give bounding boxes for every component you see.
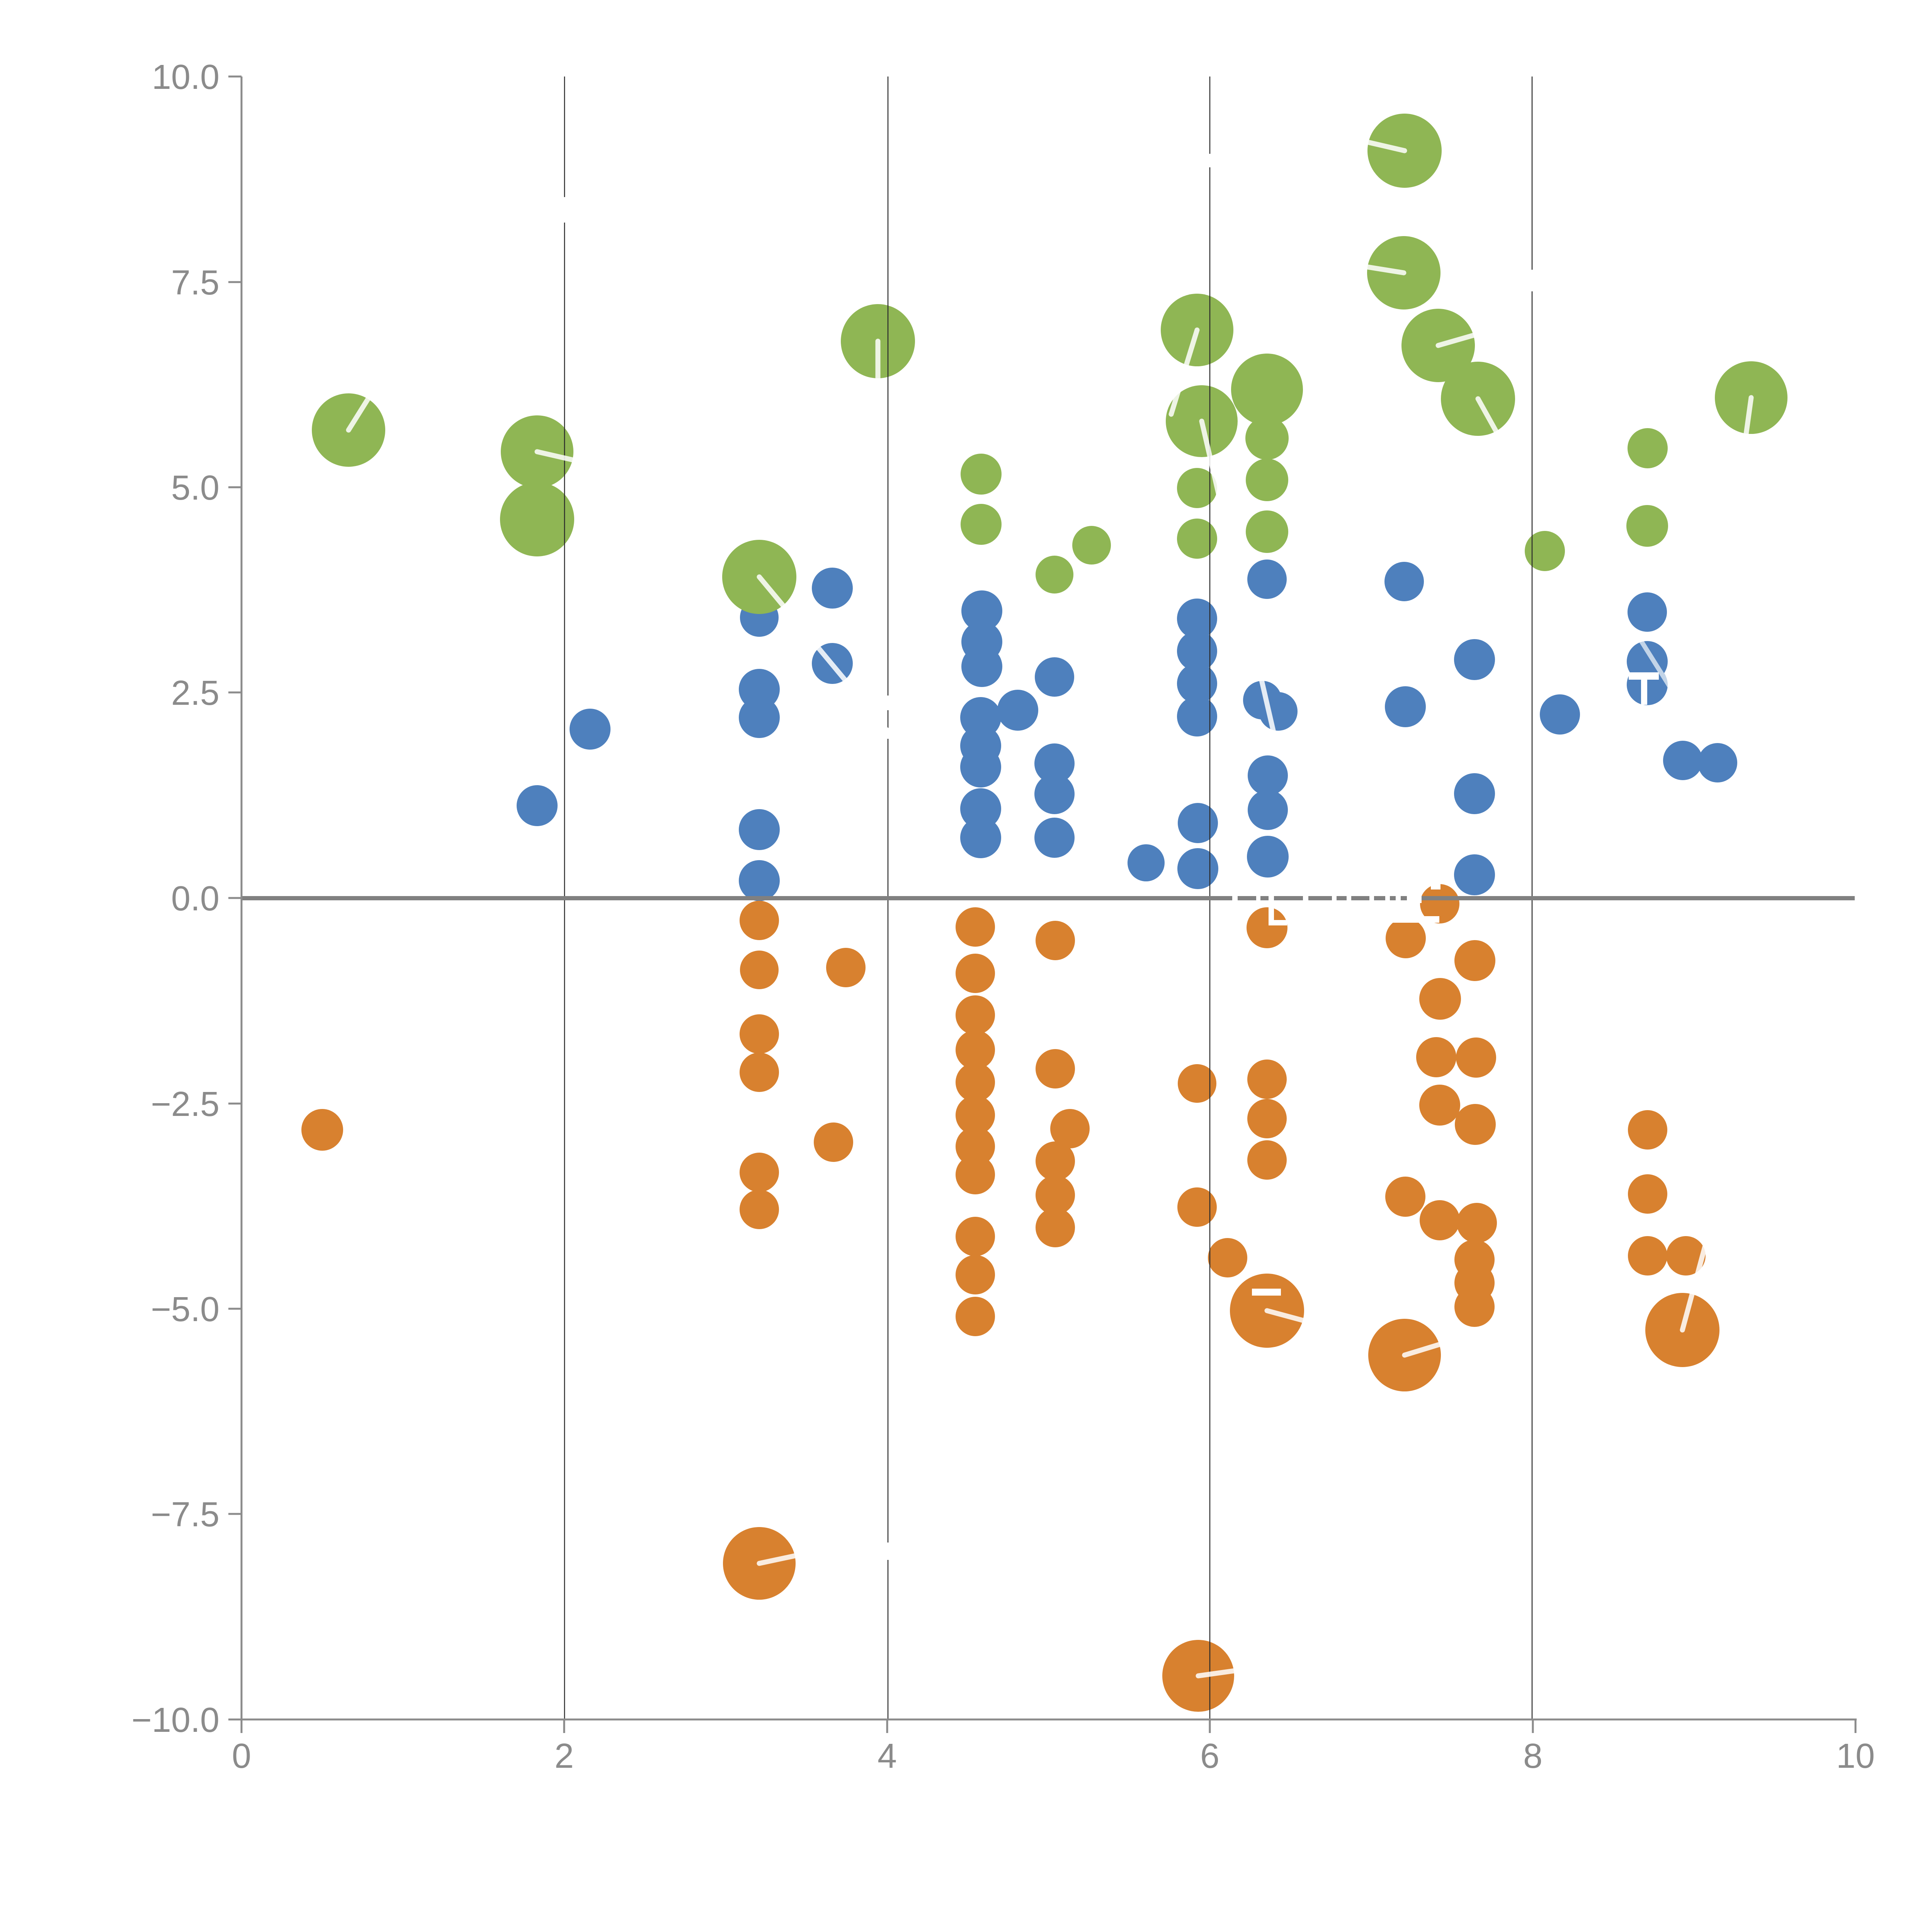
svg-text:5.0: 5.0 (171, 469, 219, 507)
svg-text:2: 2 (554, 1737, 574, 1776)
svg-text:8: 8 (1523, 1737, 1543, 1776)
svg-text:4: 4 (878, 1737, 897, 1776)
svg-text:2.5: 2.5 (171, 674, 219, 713)
svg-text:−10.0: −10.0 (131, 1701, 219, 1740)
svg-text:10.0: 10.0 (152, 58, 219, 97)
svg-text:10: 10 (1836, 1737, 1875, 1776)
svg-text:0.0: 0.0 (171, 879, 219, 918)
svg-text:6: 6 (1200, 1737, 1219, 1776)
svg-text:−7.5: −7.5 (151, 1495, 219, 1534)
svg-text:7.5: 7.5 (171, 264, 219, 302)
svg-text:−2.5: −2.5 (151, 1085, 219, 1124)
svg-text:−5.0: −5.0 (151, 1290, 219, 1329)
svg-text:0: 0 (232, 1737, 251, 1776)
